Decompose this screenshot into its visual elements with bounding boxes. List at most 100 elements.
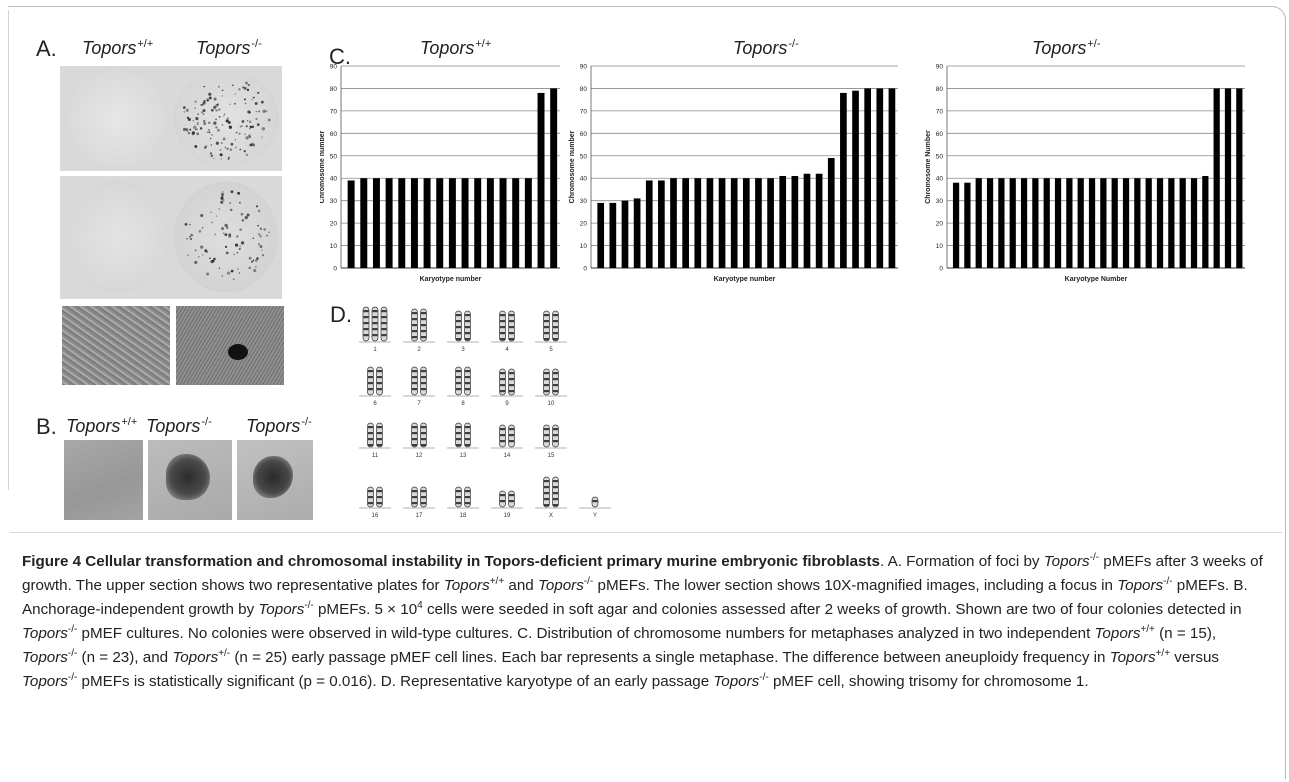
focus-dot	[245, 136, 249, 140]
y-tick-label: 20	[936, 221, 944, 228]
focus-dot	[227, 156, 231, 159]
focus-dot	[206, 98, 210, 102]
focus-dot	[203, 85, 206, 88]
focus-dot	[246, 88, 250, 92]
bar	[633, 198, 641, 268]
focus-dot	[211, 133, 213, 136]
focus-dot	[228, 125, 233, 129]
chromosome-13	[455, 422, 471, 448]
chromosome-19	[499, 490, 515, 508]
bar	[803, 173, 811, 268]
focus-dot	[187, 132, 191, 135]
chromosome-6	[367, 366, 383, 396]
focus-dot	[261, 136, 263, 138]
focus-dot	[252, 259, 255, 262]
focus-dot	[191, 132, 195, 136]
bar	[410, 178, 418, 268]
focus-dot	[201, 111, 203, 113]
focus-dot	[243, 87, 247, 90]
focus-dot	[256, 123, 260, 127]
bar	[474, 178, 482, 268]
focus-dot	[221, 274, 224, 277]
focus-dot	[222, 191, 224, 193]
bar	[1111, 178, 1118, 268]
chromosome-15	[543, 424, 559, 448]
bar	[499, 178, 507, 268]
x-axis-label: Karyotype Number	[1065, 276, 1128, 283]
focus-dot	[203, 122, 207, 125]
focus-dot	[238, 272, 241, 274]
bar	[964, 182, 971, 268]
focus-dot	[229, 202, 232, 204]
focus-dot	[208, 92, 212, 96]
bar	[360, 178, 368, 268]
caption-divider	[10, 532, 1282, 533]
focus-dot	[225, 251, 229, 255]
focus-dot	[260, 100, 264, 104]
focus-dot	[220, 200, 224, 204]
chromosome-label: 2	[417, 347, 421, 353]
focus-dot	[248, 120, 252, 124]
focus-dot	[229, 208, 233, 212]
focus-dot	[230, 269, 234, 273]
focus-dot	[258, 233, 261, 236]
y-tick-label: 0	[583, 266, 587, 273]
chromosome-17	[411, 486, 427, 508]
chromosome-label: 7	[417, 401, 421, 407]
focus-dot	[211, 259, 215, 263]
focus-dot	[219, 149, 222, 151]
focus-dot	[237, 191, 241, 195]
caption-title: Figure 4 Cellular transformation and chr…	[22, 553, 880, 570]
focus-dot	[244, 102, 247, 105]
bar	[876, 88, 884, 268]
focus-dot	[194, 107, 196, 109]
focus-dot	[213, 97, 217, 101]
bar	[385, 178, 393, 268]
focus-dot	[218, 267, 221, 269]
focus-dot	[215, 109, 217, 111]
bar	[423, 178, 431, 268]
y-tick-label: 40	[580, 176, 588, 183]
focus-dot	[220, 196, 224, 200]
focus-dot	[254, 101, 258, 105]
focus-dot	[221, 95, 223, 97]
focus-dot	[246, 119, 249, 122]
focus-dot	[259, 235, 262, 238]
focus-dot	[229, 125, 231, 127]
focus-dot	[187, 254, 190, 257]
bar	[952, 182, 960, 268]
figure-frame-left-edge	[8, 10, 9, 490]
focus-dot	[237, 268, 239, 270]
focus-dot	[202, 109, 206, 113]
chromosome-16	[367, 486, 383, 508]
y-tick-label: 80	[936, 86, 944, 93]
chromosome-label: 19	[504, 513, 511, 519]
plate-wild-type-2	[66, 182, 170, 292]
x-axis-label: Karyotype number	[420, 276, 482, 283]
focus-dot	[209, 137, 212, 140]
y-tick-label: 70	[936, 108, 944, 115]
focus-dot	[245, 81, 249, 85]
bar	[658, 180, 665, 268]
focus-dot	[210, 154, 214, 158]
focus-dot	[230, 142, 234, 146]
bar	[694, 178, 702, 268]
focus-dot	[254, 266, 257, 268]
focus-dot	[204, 102, 206, 104]
bar	[550, 88, 558, 268]
bar	[840, 92, 847, 268]
chromosome-label: 5	[549, 347, 553, 353]
chromosome-label: 3	[461, 347, 465, 353]
soft-agar-colony-2	[237, 440, 313, 520]
focus-spot	[228, 344, 248, 360]
micrograph-topors-null	[176, 306, 284, 385]
foci-dots	[182, 81, 271, 160]
chromosome-8	[455, 366, 471, 396]
panel-b-genotype-ko-2: Topors-/-	[246, 416, 312, 436]
focus-dot	[183, 111, 185, 113]
focus-dot	[248, 256, 252, 260]
bar	[827, 158, 835, 268]
focus-dot	[182, 127, 187, 132]
bar	[486, 178, 494, 268]
